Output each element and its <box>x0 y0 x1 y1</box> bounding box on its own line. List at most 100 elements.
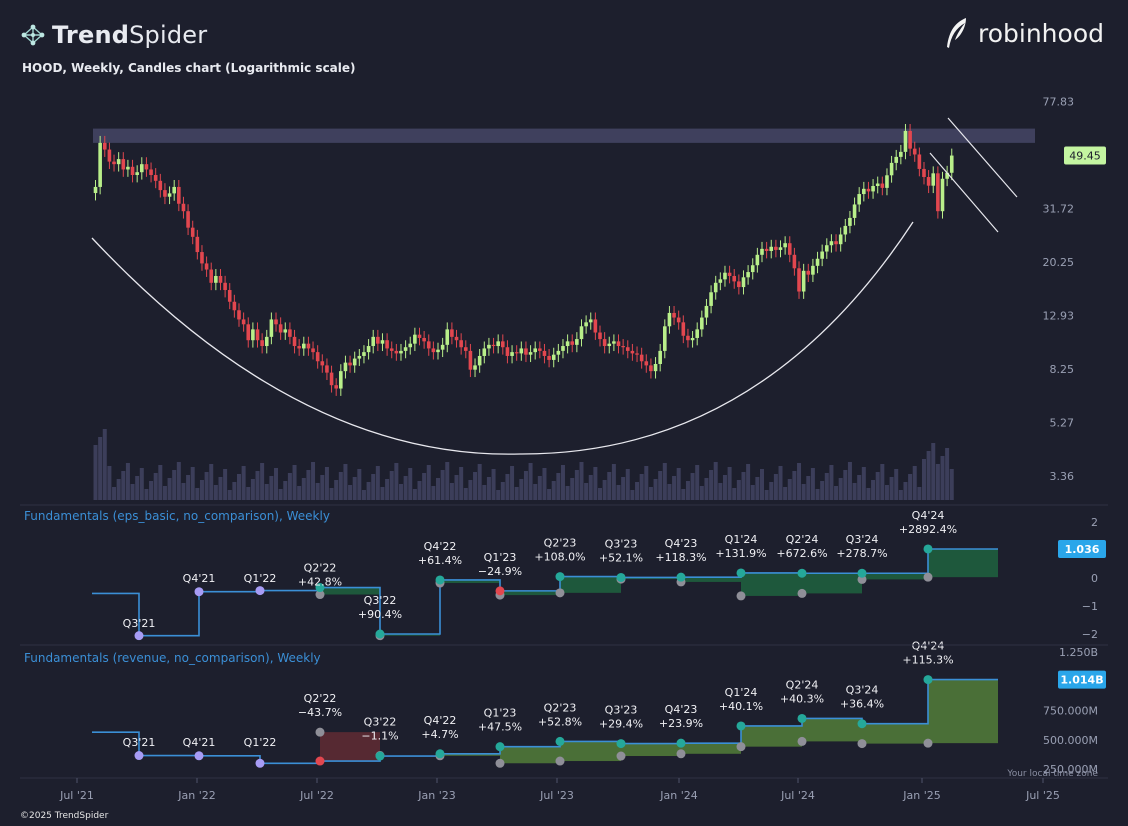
candle-body <box>325 365 329 373</box>
volume-bar <box>375 466 380 500</box>
price-axis-tick: 77.83 <box>1043 96 1075 109</box>
quarter-change-label: +52.8% <box>538 715 582 728</box>
candle-body <box>241 319 246 325</box>
quarter-marker <box>194 751 204 761</box>
volume-bar <box>884 485 889 500</box>
candle-body <box>482 348 487 356</box>
volume-bar <box>852 483 857 500</box>
chart-title: HOOD, Weekly, Candles chart (Logarithmic… <box>22 61 356 75</box>
volume-bar <box>371 474 376 500</box>
quarter-marker <box>134 751 144 761</box>
candle-body <box>505 347 510 356</box>
last-value-label: 1.014B <box>1060 674 1103 687</box>
volume-bar <box>315 483 320 500</box>
volume-bar <box>172 470 177 500</box>
volume-bar <box>422 473 427 500</box>
last-price-label: 49.45 <box>1069 150 1101 163</box>
quarter-label: Q4'23 <box>665 703 698 716</box>
volume-bar <box>121 471 126 500</box>
candle-body <box>602 339 607 347</box>
volume-bar <box>898 490 903 500</box>
volume-bar <box>357 469 362 500</box>
candle-body <box>297 346 301 349</box>
time-axis-tick: Jul '22 <box>299 789 334 802</box>
volume-bar <box>324 467 329 500</box>
timezone-note: Your local time zone <box>1006 769 1098 779</box>
fundamental-diff-area <box>440 753 500 756</box>
volume-bar <box>681 489 686 500</box>
volume-bar <box>186 475 191 500</box>
quarter-change-label: +40.1% <box>719 700 763 713</box>
volume-bar <box>449 483 454 500</box>
fundamental-diff-area <box>320 732 380 762</box>
candle-body <box>473 365 477 370</box>
volume-bar <box>417 481 422 500</box>
comparison-marker <box>923 572 933 582</box>
quarter-label: Q3'22 <box>364 716 397 729</box>
volume-bar <box>348 485 353 500</box>
panel-axis-tick: 2 <box>1091 516 1098 529</box>
volume-bar <box>445 462 450 500</box>
candle-body <box>348 362 352 366</box>
candle-body <box>639 354 644 362</box>
quarter-label: Q1'23 <box>484 707 517 720</box>
candle-body <box>510 352 514 356</box>
volume-bar <box>218 477 223 500</box>
candle-body <box>135 172 139 176</box>
quarter-marker <box>255 586 265 596</box>
candle-body <box>899 151 903 157</box>
candle-body <box>737 281 741 288</box>
candle-body <box>306 343 311 349</box>
volume-bar <box>144 489 149 500</box>
volume-bar <box>107 466 112 500</box>
candle-body <box>454 336 459 341</box>
candle-body <box>635 353 639 355</box>
candle-body <box>820 251 824 259</box>
candle-body <box>292 336 297 347</box>
candle-body <box>177 186 181 204</box>
volume-bar <box>334 480 339 500</box>
volume-bar <box>935 464 940 500</box>
quarter-change-label: +36.4% <box>840 698 884 711</box>
fundamental-diff-area <box>862 723 928 744</box>
volume-bar <box>102 429 107 500</box>
volume-bar <box>685 481 690 500</box>
candle-body <box>102 142 107 150</box>
candle-body <box>838 234 843 245</box>
quarter-marker <box>797 713 807 723</box>
fundamental-diff-area <box>560 576 621 593</box>
volume-bar <box>250 479 255 500</box>
volume-bar <box>167 478 172 500</box>
volume-bar <box>274 468 279 500</box>
volume-bar <box>112 487 117 500</box>
candle-body <box>445 329 450 345</box>
quarter-marker <box>676 738 686 748</box>
candle-body <box>811 265 815 275</box>
volume-bar <box>500 482 505 500</box>
volume-bar <box>602 480 607 500</box>
candle-body <box>644 361 649 366</box>
candle-body <box>246 324 251 341</box>
candle-body <box>681 322 686 336</box>
candle-body <box>264 336 269 347</box>
price-axis-tick: 12.93 <box>1043 309 1075 322</box>
candle-body <box>862 188 866 195</box>
comparison-marker <box>315 727 325 737</box>
quarter-marker <box>616 739 626 749</box>
volume-bar <box>778 466 783 500</box>
cup-curve <box>91 221 914 455</box>
candle-body <box>945 172 949 179</box>
quarter-change-label: +2892.4% <box>899 523 957 536</box>
candle-body <box>797 268 801 292</box>
volume-bar <box>366 482 371 500</box>
copyright: ©2025 TrendSpider <box>20 811 109 821</box>
volume-bar <box>621 477 626 500</box>
volume-bar <box>815 489 820 500</box>
quarter-label: Q2'22 <box>304 692 337 705</box>
volume-bar <box>542 468 547 500</box>
volume-bar <box>130 484 135 500</box>
candle-body <box>130 166 135 176</box>
resistance-band <box>93 128 1035 143</box>
candle-body <box>376 336 380 344</box>
volume-bar <box>431 486 436 500</box>
